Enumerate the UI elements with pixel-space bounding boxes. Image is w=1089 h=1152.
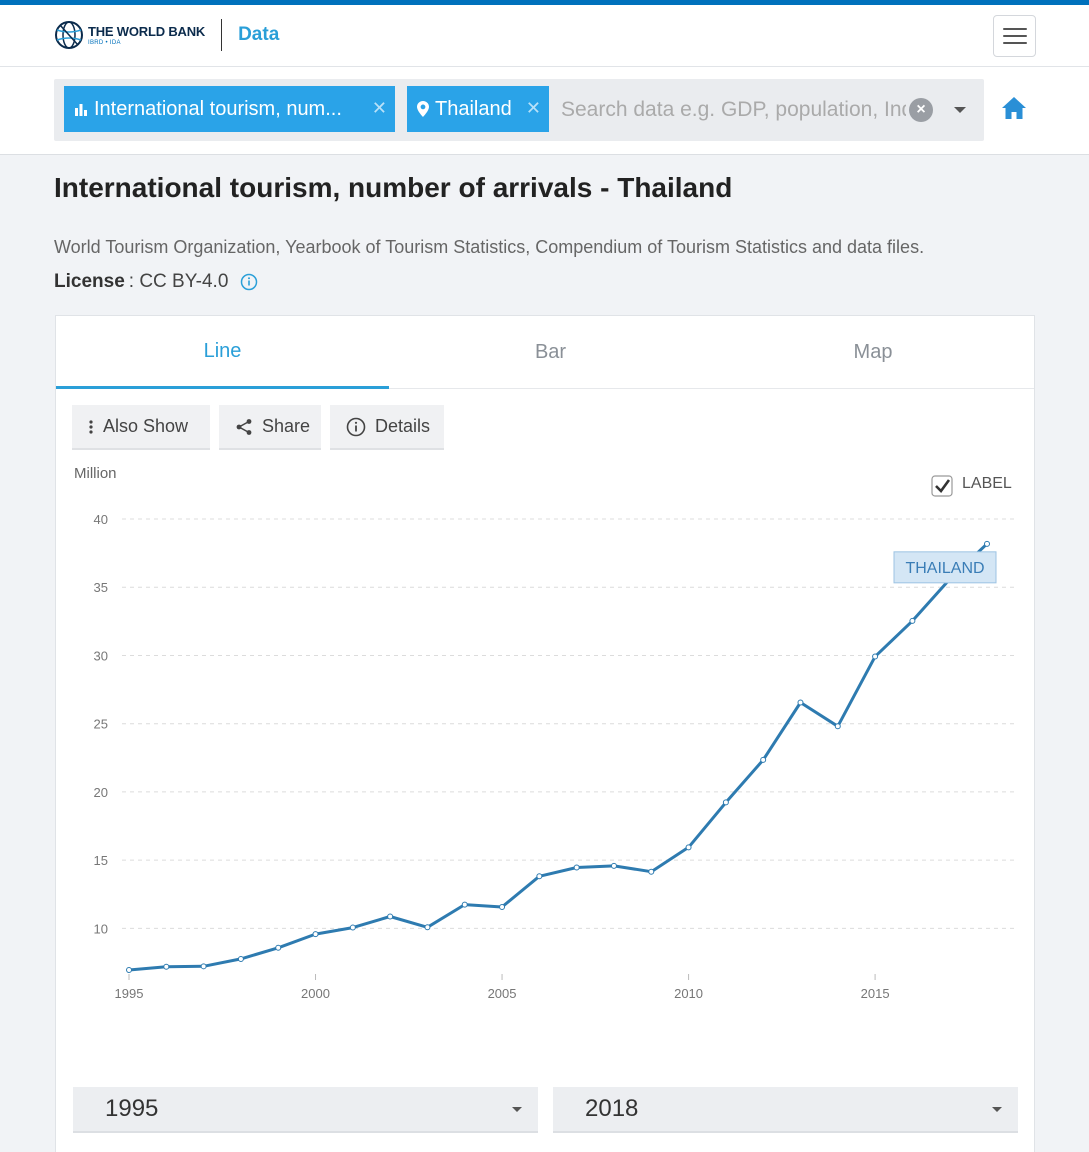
share-button[interactable]: Share [219,405,321,450]
label-checkbox[interactable] [931,475,953,497]
license-separator: : [128,271,135,292]
home-icon[interactable] [1001,96,1027,120]
data-point [349,924,356,931]
chart-card: Line Bar Map Also Show Share Details Mil… [55,315,1035,1152]
remove-indicator-close-icon[interactable]: ✕ [371,98,387,118]
data-point [424,924,431,931]
chevron-down-icon [512,1107,522,1112]
country-chip[interactable]: Thailand ✕ [407,86,549,132]
data-point [685,844,692,851]
y-tick-label: 40 [94,512,108,527]
country-chip-label: Thailand [435,97,512,120]
x-tick-label: 2010 [674,986,703,1001]
x-tick-label: 2000 [301,986,330,1001]
checkmark-icon [935,479,951,493]
chart-type-tabs: Line Bar Map [56,316,1034,389]
y-tick-label: 35 [94,580,108,595]
details-info-icon [346,417,366,437]
y-tick-label: 30 [94,648,108,663]
data-point [200,963,207,970]
data-point [163,963,170,970]
x-tick-label: 2005 [488,986,517,1001]
data-point [648,868,655,875]
x-tick-label: 2015 [861,986,890,1001]
license-info: License : CC BY-4.0 [54,271,258,293]
start-year-value: 1995 [105,1095,159,1122]
end-year-value: 2018 [585,1095,639,1122]
indicator-chip[interactable]: International tourism, num... ✕ [64,86,395,132]
data-point [312,931,319,938]
globe-logo-icon [55,21,83,49]
logo-title: THE WORLD BANK [88,23,206,39]
data-source: World Tourism Organization, Yearbook of … [54,237,925,257]
search-bar: International tourism, num... ✕ Thailand… [54,79,984,141]
logo-subtitle: IBRD • IDA [88,39,121,46]
top-bar: THE WORLD BANK IBRD • IDA Data [0,0,1089,67]
chart-grid [122,518,1018,929]
clear-search-icon[interactable]: × [909,98,933,122]
data-point [610,862,617,869]
hamburger-menu-icon [1002,28,1027,30]
data-point [760,756,767,763]
data-point [872,653,879,660]
end-year-select[interactable]: 2018 [553,1087,1018,1133]
indicator-chip-label: International tourism, num... [94,97,342,120]
y-tick-label: 20 [94,785,108,800]
also-show-label: Also Show [103,416,189,436]
series-line-thailand [128,542,989,972]
share-label: Share [262,416,311,436]
data-point [909,617,916,624]
bar-chart-icon [74,102,88,116]
details-button[interactable]: Details [330,405,444,450]
license-label: License [54,271,125,292]
remove-country-close-icon[interactable]: ✕ [525,98,541,118]
details-label: Details [375,416,431,436]
data-point [499,903,506,910]
series-label-thailand: THAILAND [893,551,997,584]
world-bank-logo[interactable]: THE WORLD BANK IBRD • IDA Data [54,19,279,51]
y-axis-ticks: 10 15 20 25 30 35 40 [94,512,108,936]
chevron-down-icon [992,1107,1002,1112]
series-points [126,540,990,973]
logo-divider [221,19,223,51]
search-dropdown-chevron-down-icon[interactable] [954,107,966,113]
tab-line[interactable]: Line [56,316,389,389]
tab-bar[interactable]: Bar [534,341,567,363]
start-year-select[interactable]: 1995 [73,1087,538,1133]
data-point [834,723,841,730]
info-icon[interactable] [240,273,258,291]
data-point [797,699,804,706]
data-point [387,913,394,920]
more-vertical-icon [88,419,94,435]
data-point [722,799,729,806]
location-pin-icon [417,101,429,117]
data-point [461,901,468,908]
line-chart: Million LABEL 10 15 20 25 30 35 40 1995 2000 200… [74,465,1018,1001]
series-label-text: THAILAND [905,560,984,577]
license-value: CC BY-4.0 [139,271,229,292]
page-title: International tourism, number of arrival… [54,172,733,203]
data-section-link[interactable]: Data [238,24,280,45]
y-tick-label: 15 [94,853,108,868]
search-section: International tourism, num... ✕ Thailand… [0,67,1089,155]
data-point [126,967,132,973]
y-tick-label: 25 [94,717,108,732]
y-axis-label: Million [74,465,117,482]
label-toggle-text: LABEL [962,475,1012,492]
tab-map[interactable]: Map [853,341,893,363]
x-tick-label: 1995 [115,986,144,1001]
label-toggle[interactable]: LABEL [931,475,1012,497]
share-icon [235,418,253,436]
hamburger-menu-button[interactable] [993,15,1036,57]
data-point [573,864,580,871]
data-point [237,955,244,962]
search-input[interactable] [561,93,906,127]
x-axis-ticks: 1995 2000 2005 2010 2015 [115,974,890,1001]
data-point [984,540,990,547]
also-show-button[interactable]: Also Show [72,405,210,450]
y-tick-label: 10 [94,921,108,936]
data-point [536,873,543,880]
data-point [275,944,282,951]
